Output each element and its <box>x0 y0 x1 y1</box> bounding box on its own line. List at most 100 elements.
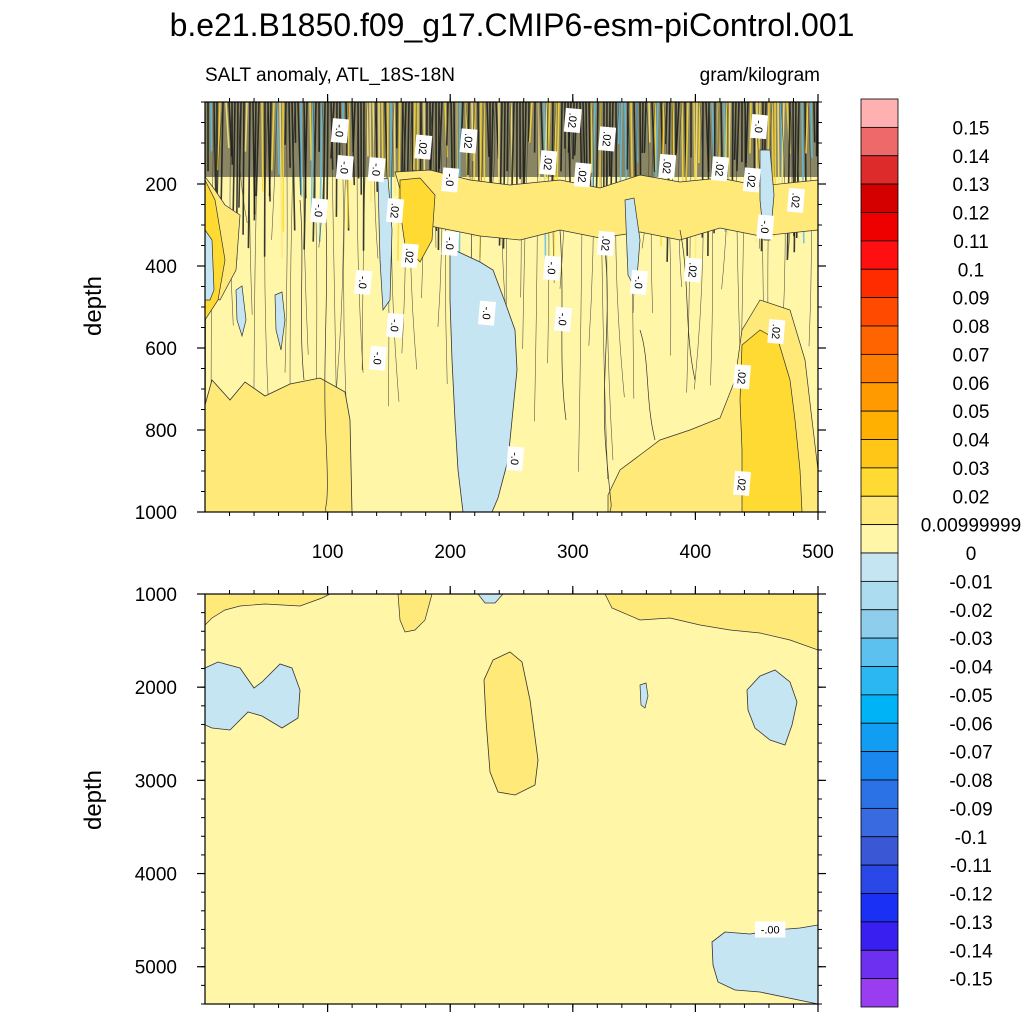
colorbar-label: 0.12 <box>953 204 990 225</box>
upper-x-tick-label: 400 <box>680 542 712 563</box>
upper-y-tick-label: 200 <box>145 175 177 196</box>
colorbar-swatch <box>860 126 899 157</box>
colorbar-swatch <box>860 297 899 327</box>
colorbar-label: 0.09 <box>953 289 990 310</box>
colorbar-label: -0.05 <box>949 686 992 707</box>
contour-label: -.0 <box>310 198 329 224</box>
lower-negative-region-left <box>205 661 301 731</box>
upper-y-tick-label: 400 <box>145 257 177 278</box>
upper-y-tick-label: 800 <box>145 421 177 442</box>
upper-negative-region-small-4 <box>624 197 641 292</box>
colorbar-label: 0.08 <box>953 317 990 338</box>
upper-y-tick-label: 600 <box>145 339 177 360</box>
colorbar-label: -0.07 <box>949 743 992 764</box>
upper-panel: 200 400 600 800 1000 100 200 300 400 500 -.0 .02.… <box>80 94 834 563</box>
contour-label: -.0 <box>542 255 561 281</box>
colorbar-label: -0.08 <box>949 771 992 792</box>
contour-label-text: .02 <box>712 161 725 177</box>
colorbar-label: 0.02 <box>953 487 990 508</box>
colorbar-label: -0.01 <box>949 572 992 593</box>
contour-label: -.0 <box>386 312 405 339</box>
contour-label-text: -.0 <box>387 318 400 332</box>
colorbar-swatch <box>860 978 899 1008</box>
colorbar-swatch <box>860 751 899 781</box>
colorbar-swatch <box>860 410 899 440</box>
colorbar-swatch <box>860 353 899 384</box>
contour-label-text: .02 <box>660 158 673 174</box>
contour-label: -.0 <box>441 167 460 193</box>
contour-label: .02 <box>683 257 702 283</box>
colorbar-swatch <box>860 439 899 469</box>
contour-label: -.0 <box>553 306 572 332</box>
colorbar-swatch <box>860 666 899 696</box>
upper-x-ticks: 100 200 300 400 500 <box>229 94 834 563</box>
lower-contour-labels: -.00 <box>754 921 786 938</box>
contour-label-text: .02 <box>598 235 611 251</box>
contour-label: .02 <box>596 230 615 257</box>
contour-label-text: .02 <box>461 133 474 149</box>
colorbar-label: 0.13 <box>953 175 990 196</box>
contour-label-text: .02 <box>565 112 578 128</box>
contour-label: -.0 <box>367 157 386 183</box>
upper-y-axis-label: depth <box>80 276 107 336</box>
contour-label-text: -.0 <box>555 312 568 326</box>
lower-panel: 1000 2000 3000 4000 5000 -.00 depth <box>80 585 826 1012</box>
contour-label-text: -.0 <box>508 452 521 466</box>
colorbar-swatch <box>860 864 899 894</box>
chart-title: b.e21.B1850.f09_g17.CMIP6-esm-piControl.… <box>170 7 855 43</box>
contour-label: .02 <box>732 364 751 390</box>
contour-label-text: -.0 <box>758 220 771 234</box>
contour-label: .02 <box>400 243 419 269</box>
colorbar-swatch <box>860 921 899 951</box>
lower-positive-region-top-left <box>205 594 331 626</box>
colorbar-swatch <box>860 524 899 554</box>
colorbar-label: -0.04 <box>949 658 993 679</box>
colorbar-swatch <box>860 580 899 611</box>
lower-y-tick-label: 5000 <box>135 958 177 979</box>
upper-x-tick-label: 100 <box>312 542 344 563</box>
colorbar-swatch <box>860 155 899 185</box>
subtitle-left: SALT anomaly, ATL_18S-18N <box>205 65 455 86</box>
contour-label-text: -.0 <box>311 204 324 218</box>
colorbar-swatch <box>860 268 899 299</box>
colorbar-swatch <box>860 212 899 242</box>
contour-label-text: .02 <box>734 475 747 491</box>
colorbar-label: 0.14 <box>953 147 990 168</box>
contour-label-text: -.00 <box>761 924 780 936</box>
contour-label: -.0 <box>368 345 387 371</box>
contour-label: .02 <box>539 150 558 176</box>
colorbar-swatch <box>860 893 899 923</box>
contour-label-text: .02 <box>387 202 400 218</box>
upper-y-tick-label: 1000 <box>135 503 177 524</box>
contour-label-text: -.0 <box>752 120 765 134</box>
contour-label: -.0 <box>750 114 769 140</box>
contour-label-text: -.0 <box>443 173 456 187</box>
contour-label: .02 <box>710 156 729 182</box>
colorbar-label: 0.00999999 <box>921 516 1021 537</box>
colorbar-swatch <box>860 467 899 497</box>
contour-label-text: -.0 <box>631 275 644 289</box>
contour-label-text: -.0 <box>479 306 492 320</box>
contour-label: .02 <box>767 319 786 345</box>
contour-label-text: .02 <box>744 172 757 188</box>
contour-label-text: .02 <box>685 262 698 278</box>
contour-label: .02 <box>742 167 761 193</box>
colorbar-label: 0.1 <box>958 260 984 281</box>
colorbar-swatch <box>860 325 899 355</box>
contour-label-text: .02 <box>402 248 415 264</box>
contour-label: .02 <box>386 198 405 224</box>
lower-positive-region-center <box>483 651 539 796</box>
colorbar-label: -0.14 <box>949 941 993 962</box>
lower-positive-region-top-mid <box>397 594 433 633</box>
colorbar-label: -0.13 <box>949 913 992 934</box>
colorbar-label: -0.11 <box>950 856 992 877</box>
colorbar-swatch <box>860 779 899 809</box>
contour-label: .02 <box>563 107 582 134</box>
upper-x-tick-label: 500 <box>802 542 834 563</box>
contour-label-text: .02 <box>575 167 588 183</box>
colorbar-swatch <box>860 240 899 270</box>
contour-label: .02 <box>459 128 478 154</box>
contour-label-text: -.0 <box>337 161 350 175</box>
contour-label: .02 <box>786 187 805 213</box>
colorbar-label: -0.02 <box>949 601 992 622</box>
